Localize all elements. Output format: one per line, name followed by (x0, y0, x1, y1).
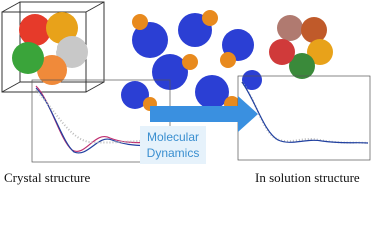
arrow (150, 96, 258, 132)
crystal-ring (12, 12, 88, 85)
arrow-label: Dynamics (147, 146, 200, 160)
arrow-label: Molecular (147, 130, 199, 144)
protein-cluster (121, 10, 262, 112)
graphical-abstract: Molecular Dynamics Crystal structure In … (1, 1, 371, 185)
right-label: In solution structure (255, 170, 360, 185)
right-plot (237, 75, 371, 161)
left-label: Crystal structure (4, 170, 91, 185)
solution-ring (269, 15, 333, 79)
arrow-label-box (140, 126, 206, 164)
